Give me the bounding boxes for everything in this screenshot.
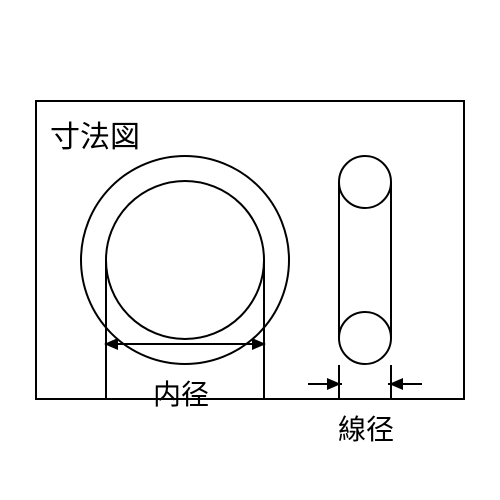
dimension-line xyxy=(105,343,265,345)
wire-diameter-label: 線径 xyxy=(338,408,394,448)
diagram-title: 寸法図 xyxy=(50,112,140,156)
wire-arrow-left-icon xyxy=(389,378,403,390)
extension-line-left xyxy=(105,260,107,400)
diagram-container: 寸法図 内径 線径 xyxy=(10,70,490,430)
arrow-right-icon xyxy=(252,338,266,350)
inner-diameter-label: 内径 xyxy=(153,373,209,413)
oring-side-view xyxy=(330,155,400,365)
wire-arrow-right-icon xyxy=(327,378,341,390)
arrow-left-icon xyxy=(104,338,118,350)
inner-diameter-dimension: 内径 xyxy=(80,155,290,415)
extension-line-right xyxy=(263,260,265,400)
